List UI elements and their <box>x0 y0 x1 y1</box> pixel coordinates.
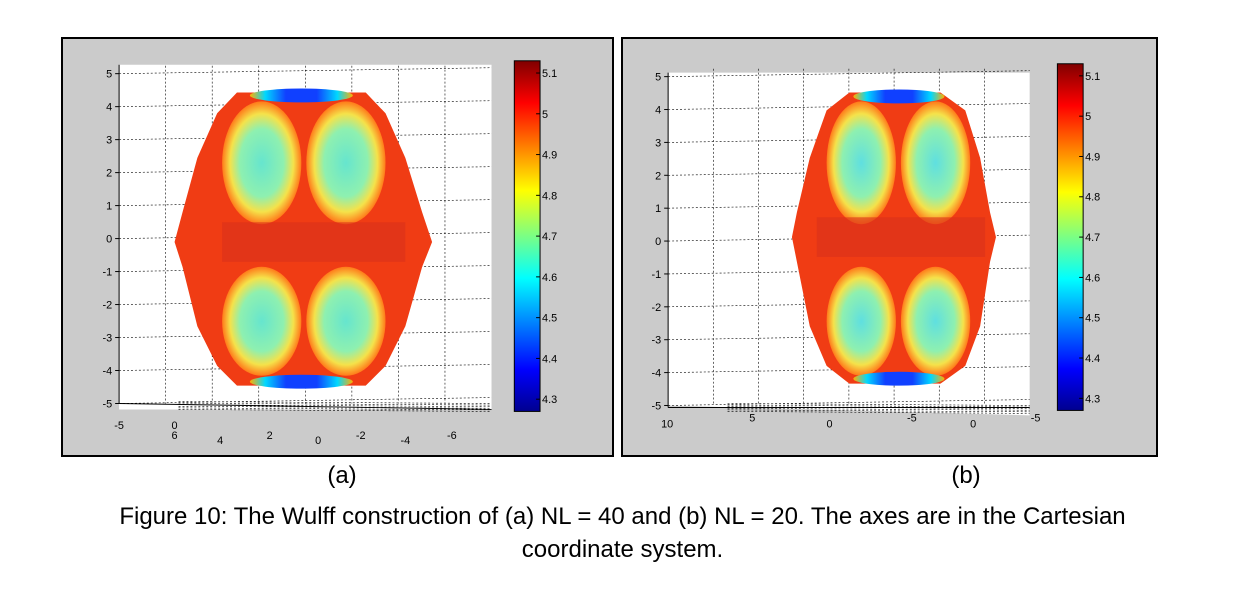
wulff-shape-b <box>791 89 996 386</box>
figure-caption: Figure 10: The Wulff construction of (a)… <box>0 500 1245 566</box>
y-tick-label: 4 <box>655 104 661 116</box>
colorbar-tick-label: 4.5 <box>542 313 557 325</box>
colorbar-tick-label: 5.1 <box>542 68 557 80</box>
colorbar-tick-label: 5.1 <box>1085 71 1100 83</box>
x-tick-label: 4 <box>217 435 223 447</box>
y-tick-label: -3 <box>102 332 112 344</box>
grid-line-horizontal <box>668 399 1030 406</box>
y-tick-label: -2 <box>652 302 662 314</box>
colorbar-tick-label: 4.6 <box>542 272 557 284</box>
x-tick-label: -5 <box>1031 412 1041 424</box>
figure-panel-b: 5 4 3 2 1 0 -1 -2 -3 -4 -5 10 5 0 -5 0 -5 5.1 5 4.9 4.8 4.7… <box>621 37 1158 457</box>
y-tick-label: -1 <box>652 269 662 281</box>
x-tick-label: 0 <box>315 435 321 447</box>
colorbar-tick-label: 4.6 <box>1085 272 1100 284</box>
grid-line-floor <box>178 402 492 406</box>
grid-line-floor <box>178 405 492 409</box>
colorbar-tick-label: 4.9 <box>1085 151 1100 163</box>
y-tick-label: 2 <box>106 168 112 180</box>
colorbar-tick-label: 5 <box>542 109 548 121</box>
y-tick-label: 0 <box>655 236 661 248</box>
x-axis-ticks: 10 5 0 -5 0 -5 <box>661 412 1040 430</box>
y-axis-ticks: 5 4 3 2 1 0 -1 -2 -3 -4 -5 <box>652 72 669 412</box>
x-tick-label-back: -5 <box>114 420 124 432</box>
y-tick-label: 5 <box>106 69 112 81</box>
colorbar-tick-label: 4.3 <box>1085 393 1100 405</box>
x-axis-ticks: -5 06 4 2 0 -2 -4 -6 <box>114 420 456 447</box>
colorbar-tick-label: 4.8 <box>542 190 557 202</box>
colorbar <box>1056 63 1084 411</box>
x-tick-label: 0 <box>827 418 833 430</box>
colorbar-tick-label: 4.7 <box>1085 232 1100 244</box>
y-tick-label: -4 <box>102 365 112 377</box>
grid-line-floor <box>178 401 492 404</box>
y-tick-label: 5 <box>655 72 661 84</box>
y-tick-label: 3 <box>106 135 112 147</box>
wulff-shape-a <box>174 88 433 389</box>
grid-line-floor <box>727 403 1030 406</box>
y-tick-label: 0 <box>106 234 112 246</box>
y-tick-label: 3 <box>655 137 661 149</box>
y-tick-label: 1 <box>655 203 661 215</box>
grid-line-floor <box>727 407 1030 411</box>
x-tick-label: 5 <box>749 412 755 424</box>
y-tick-label: -4 <box>652 368 662 380</box>
subfigure-label-a: (a) <box>327 462 357 489</box>
y-tick-label: -2 <box>102 300 112 312</box>
grid-line-floor <box>727 411 1030 414</box>
y-tick-label: -5 <box>102 398 112 410</box>
x-tick-label: -2 <box>356 430 366 442</box>
caption-line-2: coordinate system. <box>521 536 724 563</box>
y-tick-label: 4 <box>106 102 112 114</box>
colorbar-tick-label: 5 <box>1085 111 1091 123</box>
caption-line-1: Figure 10: The Wulff construction of (a)… <box>119 503 1126 530</box>
y-tick-label: 2 <box>655 170 661 182</box>
grid-line-horizontal <box>668 103 1030 110</box>
x-tick-label: -4 <box>401 435 411 447</box>
colorbar-tick-label: 4.9 <box>542 150 557 162</box>
y-axis-ticks: 5 4 3 2 1 0 -1 -2 -3 -4 -5 <box>102 69 120 410</box>
colorbar-tick-label: 4.3 <box>542 394 557 406</box>
x-tick-label: 6 <box>172 430 178 442</box>
grid-line-floor <box>178 409 492 412</box>
colorbar-ticks: 5.1 5 4.9 4.8 4.7 4.6 4.5 4.4 4.3 <box>536 68 557 406</box>
x-tick-label: 0 <box>970 418 976 430</box>
grid-line-horizontal <box>668 70 1030 77</box>
colorbar-ticks: 5.1 5 4.9 4.8 4.7 4.6 4.5 4.4 4.3 <box>1079 71 1100 405</box>
x-tick-label: 10 <box>661 418 673 430</box>
y-tick-label: -1 <box>102 267 112 279</box>
subfigure-label-b: (b) <box>951 462 981 489</box>
grid-line-floor <box>178 407 492 411</box>
grid-line-floor <box>727 404 1030 408</box>
colorbar-tick-label: 4.4 <box>1085 353 1100 365</box>
figure-panel-a: 5 4 3 2 1 0 -1 -2 -3 -4 -5 -5 0 6 4 2 0 -2 -4 -6 5.1 5 4.9 4.… <box>61 37 614 457</box>
y-tick-label: -3 <box>652 335 662 347</box>
x-tick-label: 2 <box>267 430 273 442</box>
x-tick-label: -6 <box>447 430 457 442</box>
colorbar-tick-label: 4.8 <box>1085 192 1100 204</box>
y-tick-label: -5 <box>652 400 662 412</box>
grid-line-floor <box>727 409 1030 413</box>
colorbar-tick-label: 4.7 <box>542 231 557 243</box>
x-tick-label-back: 0 <box>172 420 178 432</box>
colorbar-tick-label: 4.4 <box>542 353 557 365</box>
colorbar-tick-label: 4.5 <box>1085 313 1100 325</box>
y-tick-label: 1 <box>106 201 112 213</box>
x-tick-label: -5 <box>907 412 917 424</box>
grid-line-horizontal <box>668 366 1030 373</box>
